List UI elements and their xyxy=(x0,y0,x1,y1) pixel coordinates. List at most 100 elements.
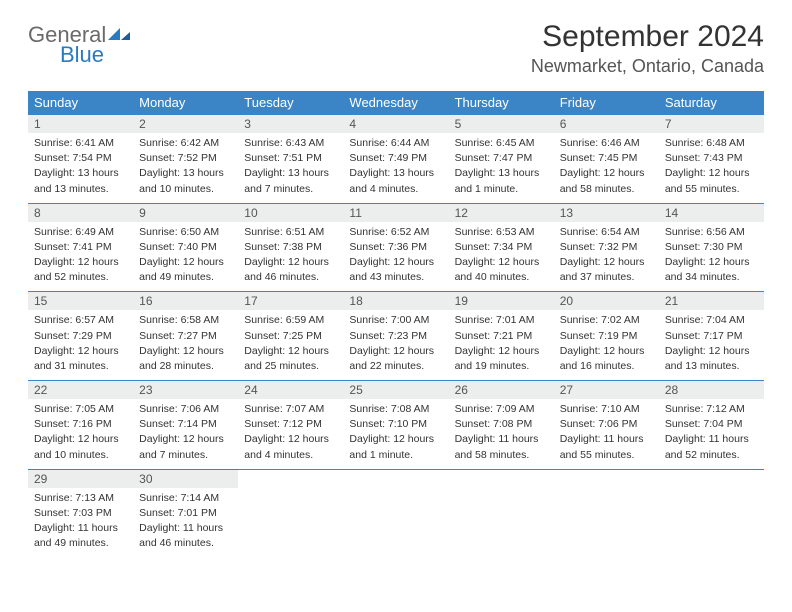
detail-line: Sunrise: 6:50 AM xyxy=(139,225,232,239)
detail-line: and 55 minutes. xyxy=(665,182,758,196)
detail-line: Sunrise: 7:02 AM xyxy=(560,313,653,327)
detail-line: Daylight: 12 hours xyxy=(455,344,548,358)
calendar-day: 9Sunrise: 6:50 AMSunset: 7:40 PMDaylight… xyxy=(133,203,238,292)
detail-line: and 4 minutes. xyxy=(349,182,442,196)
day-details: Sunrise: 6:54 AMSunset: 7:32 PMDaylight:… xyxy=(554,222,659,292)
location: Newmarket, Ontario, Canada xyxy=(531,56,764,77)
weekday-header: Friday xyxy=(554,91,659,115)
calendar-day: 22Sunrise: 7:05 AMSunset: 7:16 PMDayligh… xyxy=(28,381,133,470)
detail-line: Daylight: 12 hours xyxy=(244,432,337,446)
day-details: Sunrise: 7:04 AMSunset: 7:17 PMDaylight:… xyxy=(659,310,764,380)
detail-line: Sunrise: 7:00 AM xyxy=(349,313,442,327)
day-details: Sunrise: 6:44 AMSunset: 7:49 PMDaylight:… xyxy=(343,133,448,203)
day-number: 7 xyxy=(659,115,764,133)
detail-line: and 4 minutes. xyxy=(244,448,337,462)
detail-line: Sunrise: 7:04 AM xyxy=(665,313,758,327)
detail-line: Sunset: 7:14 PM xyxy=(139,417,232,431)
detail-line: and 37 minutes. xyxy=(560,270,653,284)
detail-line: Sunrise: 6:43 AM xyxy=(244,136,337,150)
day-number: 2 xyxy=(133,115,238,133)
day-details: Sunrise: 6:52 AMSunset: 7:36 PMDaylight:… xyxy=(343,222,448,292)
detail-line: Sunset: 7:40 PM xyxy=(139,240,232,254)
day-number: 14 xyxy=(659,204,764,222)
calendar-day: 2Sunrise: 6:42 AMSunset: 7:52 PMDaylight… xyxy=(133,115,238,204)
detail-line: Daylight: 12 hours xyxy=(665,255,758,269)
detail-line: Sunrise: 7:01 AM xyxy=(455,313,548,327)
calendar-day xyxy=(449,469,554,557)
detail-line: Sunrise: 7:08 AM xyxy=(349,402,442,416)
day-details: Sunrise: 6:59 AMSunset: 7:25 PMDaylight:… xyxy=(238,310,343,380)
weekday-header: Thursday xyxy=(449,91,554,115)
logo-icon xyxy=(108,22,130,47)
header: General Blue September 2024 Newmarket, O… xyxy=(28,20,764,77)
calendar-week: 29Sunrise: 7:13 AMSunset: 7:03 PMDayligh… xyxy=(28,469,764,557)
detail-line: Daylight: 12 hours xyxy=(560,166,653,180)
detail-line: and 55 minutes. xyxy=(560,448,653,462)
day-number: 12 xyxy=(449,204,554,222)
day-details: Sunrise: 6:58 AMSunset: 7:27 PMDaylight:… xyxy=(133,310,238,380)
calendar-day: 17Sunrise: 6:59 AMSunset: 7:25 PMDayligh… xyxy=(238,292,343,381)
logo: General Blue xyxy=(28,20,130,66)
detail-line: Daylight: 11 hours xyxy=(560,432,653,446)
detail-line: Sunrise: 7:12 AM xyxy=(665,402,758,416)
weekday-header: Tuesday xyxy=(238,91,343,115)
day-details: Sunrise: 7:13 AMSunset: 7:03 PMDaylight:… xyxy=(28,488,133,558)
detail-line: and 10 minutes. xyxy=(139,182,232,196)
detail-line: and 19 minutes. xyxy=(455,359,548,373)
day-details: Sunrise: 6:43 AMSunset: 7:51 PMDaylight:… xyxy=(238,133,343,203)
detail-line: Daylight: 13 hours xyxy=(349,166,442,180)
detail-line: and 52 minutes. xyxy=(34,270,127,284)
detail-line: Daylight: 12 hours xyxy=(665,166,758,180)
detail-line: Sunset: 7:04 PM xyxy=(665,417,758,431)
day-details: Sunrise: 7:14 AMSunset: 7:01 PMDaylight:… xyxy=(133,488,238,558)
detail-line: Daylight: 11 hours xyxy=(139,521,232,535)
detail-line: Sunset: 7:12 PM xyxy=(244,417,337,431)
day-details: Sunrise: 6:45 AMSunset: 7:47 PMDaylight:… xyxy=(449,133,554,203)
day-number: 19 xyxy=(449,292,554,310)
day-number: 10 xyxy=(238,204,343,222)
day-number: 27 xyxy=(554,381,659,399)
calendar-day: 11Sunrise: 6:52 AMSunset: 7:36 PMDayligh… xyxy=(343,203,448,292)
detail-line: and 46 minutes. xyxy=(244,270,337,284)
calendar-day: 4Sunrise: 6:44 AMSunset: 7:49 PMDaylight… xyxy=(343,115,448,204)
detail-line: Sunset: 7:43 PM xyxy=(665,151,758,165)
day-number: 6 xyxy=(554,115,659,133)
day-details: Sunrise: 7:01 AMSunset: 7:21 PMDaylight:… xyxy=(449,310,554,380)
calendar-head: SundayMondayTuesdayWednesdayThursdayFrid… xyxy=(28,91,764,115)
detail-line: and 43 minutes. xyxy=(349,270,442,284)
calendar-day xyxy=(343,469,448,557)
detail-line: Sunrise: 6:46 AM xyxy=(560,136,653,150)
detail-line: Sunrise: 6:57 AM xyxy=(34,313,127,327)
detail-line: Sunrise: 7:06 AM xyxy=(139,402,232,416)
calendar-day: 23Sunrise: 7:06 AMSunset: 7:14 PMDayligh… xyxy=(133,381,238,470)
detail-line: and 49 minutes. xyxy=(139,270,232,284)
day-details: Sunrise: 7:08 AMSunset: 7:10 PMDaylight:… xyxy=(343,399,448,469)
weekday-header: Sunday xyxy=(28,91,133,115)
detail-line: Daylight: 11 hours xyxy=(34,521,127,535)
detail-line: and 34 minutes. xyxy=(665,270,758,284)
calendar-day: 21Sunrise: 7:04 AMSunset: 7:17 PMDayligh… xyxy=(659,292,764,381)
title-block: September 2024 Newmarket, Ontario, Canad… xyxy=(531,20,764,77)
detail-line: Sunrise: 7:10 AM xyxy=(560,402,653,416)
detail-line: Sunset: 7:08 PM xyxy=(455,417,548,431)
detail-line: Sunrise: 7:13 AM xyxy=(34,491,127,505)
day-number: 24 xyxy=(238,381,343,399)
day-number: 1 xyxy=(28,115,133,133)
day-number: 3 xyxy=(238,115,343,133)
calendar-day: 3Sunrise: 6:43 AMSunset: 7:51 PMDaylight… xyxy=(238,115,343,204)
detail-line: Sunset: 7:23 PM xyxy=(349,329,442,343)
detail-line: Sunset: 7:45 PM xyxy=(560,151,653,165)
calendar-day: 1Sunrise: 6:41 AMSunset: 7:54 PMDaylight… xyxy=(28,115,133,204)
day-details: Sunrise: 7:06 AMSunset: 7:14 PMDaylight:… xyxy=(133,399,238,469)
detail-line: Sunset: 7:01 PM xyxy=(139,506,232,520)
detail-line: Sunrise: 6:56 AM xyxy=(665,225,758,239)
detail-line: and 31 minutes. xyxy=(34,359,127,373)
day-details: Sunrise: 6:41 AMSunset: 7:54 PMDaylight:… xyxy=(28,133,133,203)
detail-line: Daylight: 12 hours xyxy=(455,255,548,269)
detail-line: and 22 minutes. xyxy=(349,359,442,373)
detail-line: and 13 minutes. xyxy=(665,359,758,373)
detail-line: Daylight: 12 hours xyxy=(349,255,442,269)
day-details: Sunrise: 6:56 AMSunset: 7:30 PMDaylight:… xyxy=(659,222,764,292)
day-details: Sunrise: 7:12 AMSunset: 7:04 PMDaylight:… xyxy=(659,399,764,469)
day-details: Sunrise: 6:57 AMSunset: 7:29 PMDaylight:… xyxy=(28,310,133,380)
